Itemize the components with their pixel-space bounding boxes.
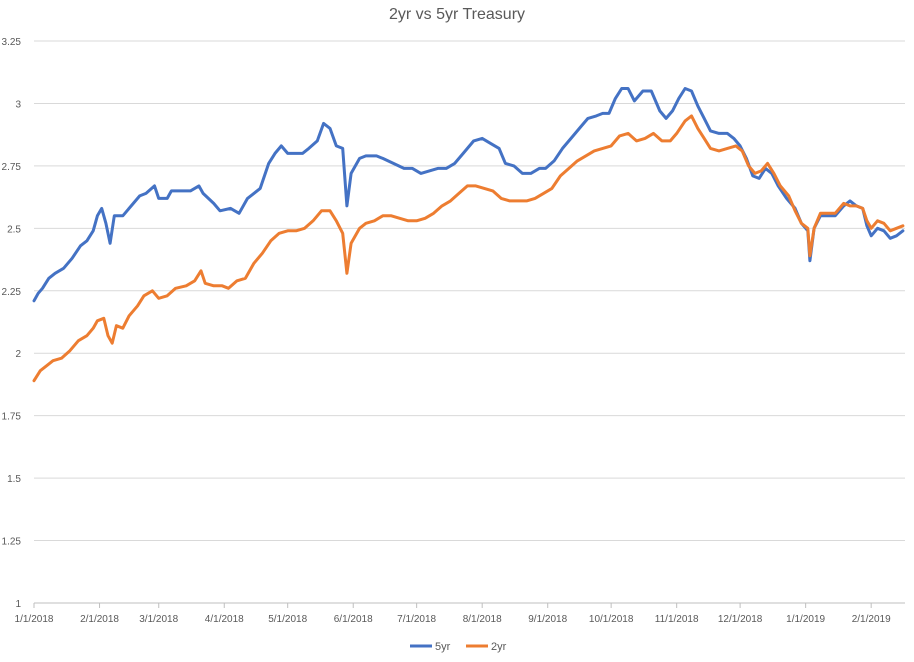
legend: 5yr 2yr: [410, 641, 507, 653]
series-line-5yr: [32, 87, 905, 303]
x-tick-label: 9/1/2018: [528, 614, 567, 625]
x-tick-label: 6/1/2018: [334, 614, 373, 625]
x-tick-label: 11/1/2018: [655, 614, 699, 625]
series-lines: [32, 87, 905, 383]
x-tick-label: 3/1/2018: [139, 614, 178, 625]
legend-label: 5yr: [435, 641, 451, 653]
x-tick-label: 5/1/2018: [268, 614, 307, 625]
x-tick-label: 2/1/2019: [852, 614, 891, 625]
legend-label: 2yr: [491, 641, 507, 653]
chart-title: 2yr vs 5yr Treasury: [389, 6, 525, 23]
y-tick-label: 3.25: [2, 37, 22, 48]
x-tick-label: 1/1/2019: [786, 614, 825, 625]
y-tick-label: 1.75: [2, 412, 22, 423]
axes: 1 1.25 1.5 1.75 2 2.25 2.5 2.75 3 3.25 1/1/2018 2/1…: [2, 37, 905, 625]
y-tick-label: 1: [15, 599, 21, 610]
x-tick-label: 4/1/2018: [205, 614, 244, 625]
y-tick-label: 1.5: [7, 474, 21, 485]
y-tick-label: 3: [15, 99, 21, 110]
x-tick-label: 12/1/2018: [718, 614, 763, 625]
y-tick-label: 2: [15, 349, 21, 360]
x-tick-label: 7/1/2018: [397, 614, 436, 625]
y-tick-label: 2.5: [7, 224, 21, 235]
x-tick-label: 2/1/2018: [80, 614, 119, 625]
x-tick-label: 10/1/2018: [589, 614, 634, 625]
y-tick-label: 2.75: [2, 162, 22, 173]
series-line-2yr: [32, 114, 905, 383]
y-tick-label: 2.25: [2, 287, 22, 298]
x-tick-label: 8/1/2018: [463, 614, 502, 625]
gridlines: [34, 40, 905, 542]
x-tick-label: 1/1/2018: [15, 614, 54, 625]
y-tick-label: 1.25: [2, 537, 22, 548]
